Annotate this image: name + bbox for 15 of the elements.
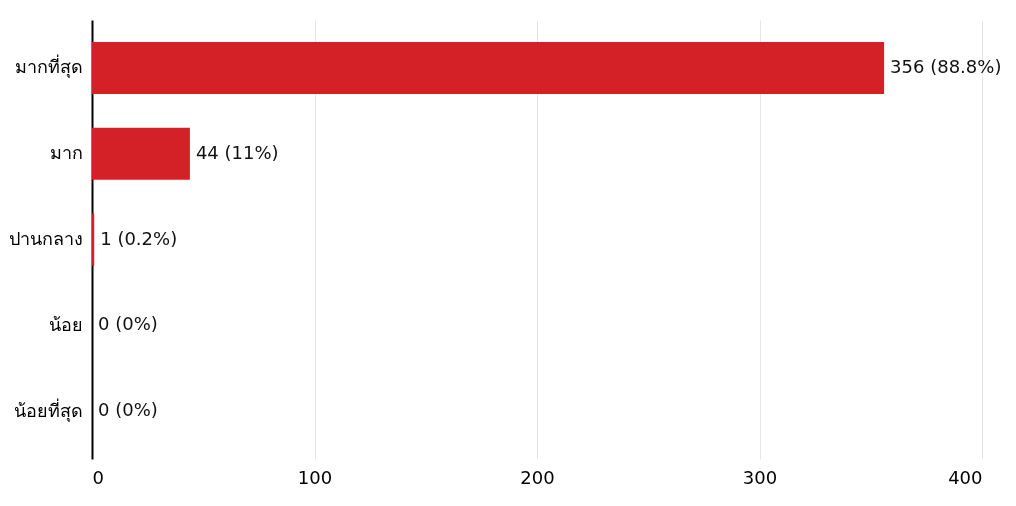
data-label: 356 (88.8%)	[890, 55, 1002, 77]
y-tick-label: มากที่สุด	[14, 54, 83, 79]
y-tick-label: น้อยที่สุด	[13, 397, 83, 422]
x-tick-label: 100	[297, 466, 333, 488]
y-tick-label: น้อย	[48, 313, 83, 335]
y-tick-label: ปานกลาง	[8, 228, 83, 249]
data-label: 0 (0%)	[98, 313, 158, 335]
y-tick-label: มาก	[49, 142, 83, 164]
data-label: 0 (0%)	[98, 399, 158, 421]
x-tick-label: 300	[742, 466, 778, 488]
x-tick-label: 0	[92, 466, 104, 488]
x-tick-label: 200	[520, 466, 555, 488]
data-label: 1 (0.2%)	[100, 227, 178, 249]
data-label: 44 (11%)	[195, 141, 279, 163]
x-tick-label: 400	[948, 466, 983, 488]
